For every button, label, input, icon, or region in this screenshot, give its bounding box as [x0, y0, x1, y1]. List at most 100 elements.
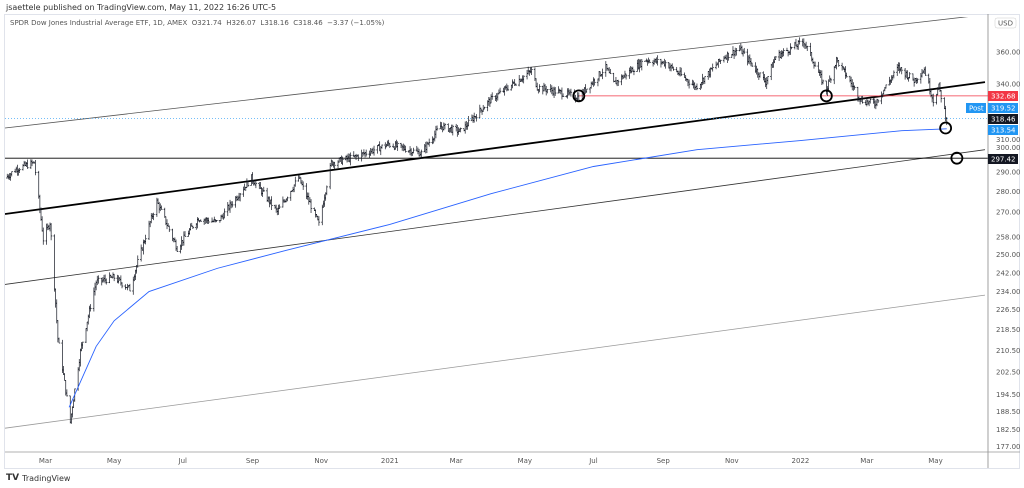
ohlc-bar	[506, 85, 510, 91]
ohlc-bar	[89, 304, 92, 312]
x-tick-label: Mar	[39, 457, 52, 465]
ohlc-bar	[254, 180, 258, 189]
ohlc-bar	[703, 76, 707, 84]
ohlc-bar	[34, 160, 37, 176]
ohlc-bar	[845, 72, 848, 78]
x-tick-label: 2022	[792, 457, 810, 465]
ohlc-bar	[892, 70, 896, 79]
ohlc-bar	[294, 176, 297, 187]
y-tick-label: 210.50	[996, 347, 1021, 355]
ohlc-bar	[160, 205, 163, 210]
y-tick-label: 182.50	[996, 426, 1021, 434]
ohlc-bar	[376, 145, 379, 154]
ohlc-bar	[609, 68, 612, 75]
ohlc-bar	[577, 92, 581, 102]
ohlc-bar	[238, 193, 242, 202]
ohlc-bar	[483, 106, 486, 110]
y-tick-label: 300.00	[996, 144, 1021, 152]
low-value: L318.16	[260, 19, 289, 27]
ohlc-bar	[301, 181, 305, 190]
tradingview-logo[interactable]: 𝗧𝗩 TradingView	[6, 473, 70, 483]
ohlc-bar	[687, 79, 691, 89]
ohlc-bar	[916, 78, 919, 84]
ohlc-bar	[680, 67, 683, 77]
ohlc-bar	[388, 142, 391, 148]
ohlc-bar	[490, 92, 494, 100]
ohlc-bar	[924, 66, 927, 76]
y-tick-label: 194.50	[996, 391, 1021, 399]
y-tick-label: 234.00	[996, 288, 1021, 296]
ohlc-bar	[664, 60, 667, 69]
ohlc-bar	[420, 149, 423, 159]
ohlc-bar	[286, 196, 289, 202]
ohlc-bar	[349, 152, 352, 166]
ohlc-bar	[546, 89, 549, 94]
ohlc-bar	[144, 234, 147, 245]
ohlc-bar	[837, 60, 840, 67]
ohlc-bar	[593, 78, 596, 86]
y-tick-label: 226.50	[996, 306, 1021, 314]
price-label-bg	[988, 91, 1018, 101]
ohlc-bar	[743, 47, 746, 54]
ohlc-bar	[561, 93, 565, 97]
ohlc-bar	[829, 77, 833, 84]
ohlc-bar	[821, 79, 825, 85]
x-tick-label: Jul	[178, 457, 188, 465]
circle-marker	[950, 151, 964, 165]
ohlc-bar	[443, 123, 447, 130]
ohlc-bar	[648, 59, 651, 64]
ohlc-bar	[396, 141, 399, 151]
ohlc-bar	[139, 244, 143, 262]
y-tick-label: 258.00	[996, 234, 1021, 242]
ohlc-bar	[538, 84, 541, 93]
ohlc-bar	[939, 89, 943, 103]
trendline	[5, 81, 986, 215]
y-tick-label: 242.00	[996, 269, 1021, 277]
ohlc-bar	[37, 170, 40, 199]
price-label-bg	[988, 154, 1018, 164]
ohlc-bar	[105, 278, 108, 285]
y-tick-label: 290.00	[996, 169, 1021, 177]
ohlc-bar	[65, 389, 69, 397]
currency-button[interactable]	[994, 17, 1017, 29]
y-tick-label: 280.00	[996, 188, 1021, 196]
x-tick-label: Nov	[725, 457, 739, 465]
ohlc-bar	[124, 284, 127, 290]
chart-frame	[4, 14, 1020, 469]
ohlc-bar	[309, 199, 313, 213]
ohlc-bar	[601, 68, 604, 80]
ohlc-bar	[640, 59, 644, 71]
x-tick-label: 2021	[381, 457, 399, 465]
ohlc-bar	[498, 87, 502, 94]
ohlc-bar	[475, 114, 478, 122]
ohlc-bar	[735, 48, 738, 56]
ohlc-bar	[42, 227, 45, 245]
ohlc-bar	[404, 145, 407, 153]
currency-label: USD	[998, 20, 1013, 28]
plot-area	[5, 17, 988, 429]
ohlc-bar	[136, 255, 139, 268]
ohlc-bar	[656, 55, 659, 66]
y-tick-label: 202.50	[996, 368, 1021, 376]
ohlc-bar	[719, 59, 722, 65]
ohlc-bar	[231, 201, 234, 208]
ohlc-bar	[884, 84, 888, 89]
trendline	[5, 17, 969, 129]
tv-logo-icon: 𝗧𝗩	[6, 473, 20, 483]
ohlc-bar	[553, 87, 557, 96]
ohlc-bar	[908, 72, 911, 79]
y-tick-label: 270.00	[996, 208, 1021, 216]
change-value: −3.37 (−1.05%)	[327, 19, 385, 27]
x-tick-label: Mar	[860, 457, 873, 465]
ohlc-bar	[869, 98, 872, 104]
ohlc-bar	[328, 162, 332, 190]
ohlc-bar	[364, 149, 368, 157]
ohlc-bar	[766, 76, 770, 85]
ohlc-bar	[672, 66, 675, 71]
ohlc-bar	[341, 156, 344, 166]
ohlc-bar	[467, 115, 470, 127]
ohlc-bar	[861, 95, 864, 104]
ohlc-bar	[451, 124, 455, 136]
ohlc-bar	[57, 337, 61, 344]
